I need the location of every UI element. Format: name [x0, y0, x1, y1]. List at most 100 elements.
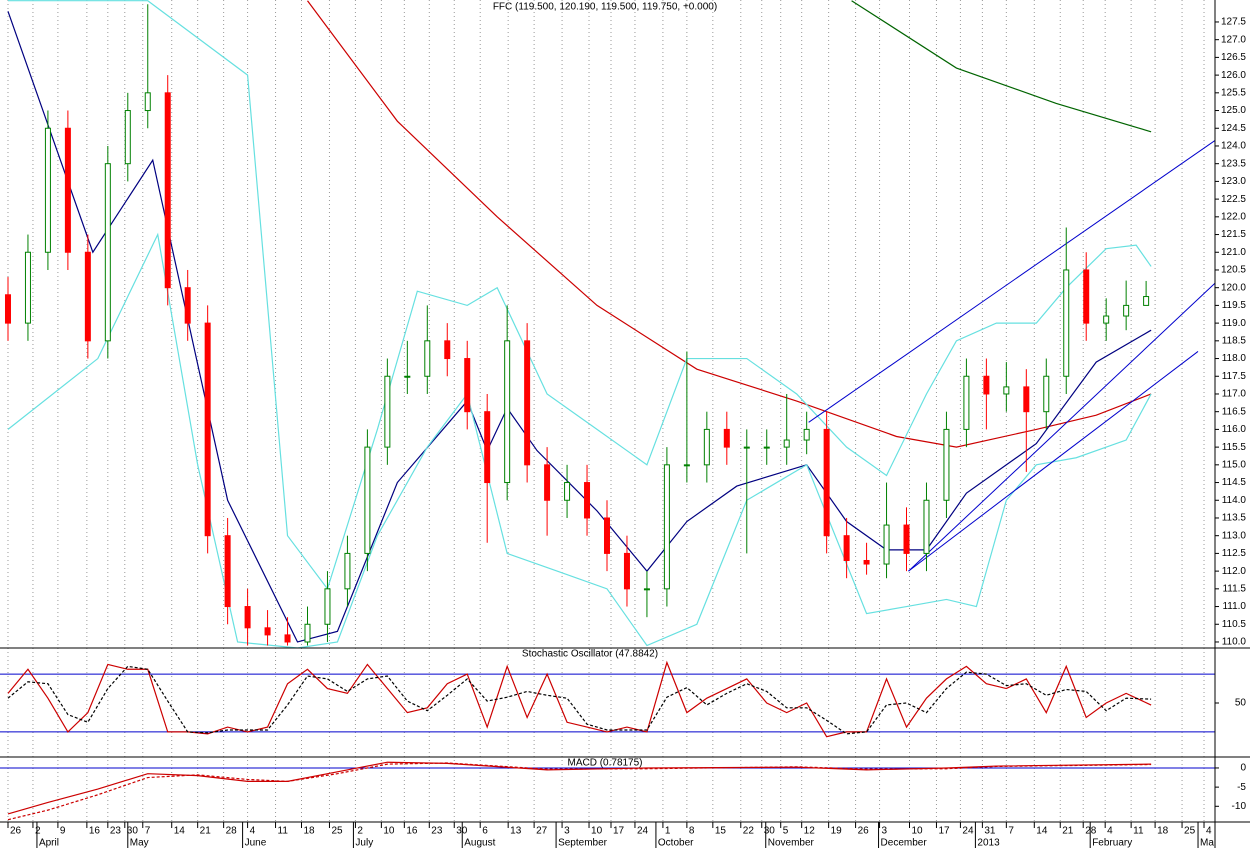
- month-label: May: [130, 838, 149, 848]
- x-tick-label: 7: [145, 826, 151, 837]
- y-tick-label: 127.0: [1221, 34, 1246, 45]
- price-panel: [4, 0, 1215, 648]
- candle-body: [44, 127, 51, 253]
- x-tick-label: 28: [226, 826, 238, 837]
- candle-body: [584, 482, 591, 519]
- y-tick-label: -10: [1232, 801, 1247, 812]
- line: [7, 762, 1152, 821]
- month-label: June: [245, 838, 267, 848]
- y-tick-label: 50: [1235, 698, 1247, 709]
- candle-body: [604, 517, 611, 554]
- y-tick-label: 110.0: [1222, 637, 1247, 648]
- candle-body: [384, 375, 391, 448]
- candle-body: [803, 428, 810, 441]
- candle-body: [324, 588, 331, 625]
- y-tick-label: 120.0: [1221, 282, 1246, 293]
- candle-body: [264, 627, 271, 636]
- candle-body: [1043, 375, 1050, 413]
- line: [7, 761, 1152, 815]
- month-label: July: [355, 838, 373, 848]
- y-tick-label: 113.5: [1222, 513, 1247, 524]
- x-tick-label: 22: [743, 826, 755, 837]
- y-tick-label: 125.5: [1221, 87, 1246, 98]
- macd-panel: [0, 761, 1215, 821]
- x-tick-label: 26: [858, 826, 870, 837]
- grid: [7, 0, 1205, 822]
- candle-body: [124, 110, 131, 165]
- x-tick-label: 14: [174, 826, 186, 837]
- y-tick-label: 124.5: [1221, 123, 1246, 134]
- candle-body: [544, 464, 551, 501]
- x-tick-label: 23: [110, 826, 122, 837]
- y-tick-label: 127.5: [1221, 17, 1246, 28]
- candle-body: [524, 340, 531, 466]
- x-tick-label: 15: [715, 826, 727, 837]
- y-tick-label: 111.0: [1222, 601, 1246, 612]
- candle-body: [144, 92, 151, 112]
- x-tick-label: 12: [804, 826, 816, 837]
- line: [851, 0, 1152, 133]
- x-tick-label: 27: [536, 826, 548, 837]
- x-tick-label: 10: [383, 826, 395, 837]
- x-tick-label: 1: [665, 826, 671, 837]
- candle-body: [1023, 386, 1030, 413]
- y-tick-label: 125.0: [1221, 105, 1246, 116]
- x-tick-label: 6: [482, 826, 488, 837]
- x-tick-label: 28: [1085, 826, 1097, 837]
- x-tick-label: 17: [938, 826, 950, 837]
- y-tick-label: 114.5: [1222, 477, 1247, 488]
- month-label: December: [881, 838, 928, 848]
- month-label: April: [39, 838, 59, 848]
- y-tick-label: 126.5: [1221, 52, 1246, 63]
- candle-body: [224, 535, 231, 608]
- y-tick-label: 113.0: [1222, 530, 1247, 541]
- candle-body: [184, 287, 191, 324]
- line: [307, 0, 1152, 448]
- candle-body: [883, 524, 890, 565]
- candle-body: [1083, 269, 1090, 324]
- candle-body: [1103, 315, 1110, 324]
- x-tick-label: 11: [278, 826, 289, 837]
- x-tick-label: 4: [1206, 826, 1212, 837]
- y-tick-label: 116.0: [1222, 424, 1247, 435]
- candle-body: [404, 375, 411, 378]
- candle-body: [843, 535, 850, 561]
- y-tick-label: 110.5: [1222, 619, 1247, 630]
- y-tick-label: 115.5: [1222, 442, 1247, 453]
- x-tick-label: 26: [10, 826, 22, 837]
- x-tick-label: 10: [591, 826, 603, 837]
- y-tick-label: 117.0: [1222, 389, 1247, 400]
- month-label: Ma: [1200, 838, 1214, 848]
- candle-body: [284, 634, 291, 643]
- y-tick-label: -5: [1237, 782, 1246, 793]
- candle-body: [424, 340, 431, 377]
- y-tick-label: 124.0: [1221, 141, 1246, 152]
- x-tick-label: 8: [689, 826, 695, 837]
- x-tick-label: 24: [962, 826, 974, 837]
- trendline: [908, 351, 1199, 572]
- line: [7, 665, 1152, 735]
- candle-body: [963, 375, 970, 430]
- candle-body: [1123, 304, 1130, 317]
- y-tick-label: 122.5: [1221, 194, 1246, 205]
- candle-body: [344, 552, 351, 590]
- candle-body: [763, 446, 770, 449]
- month-label: September: [558, 838, 608, 848]
- candle-body: [64, 127, 71, 253]
- candle-body: [164, 92, 171, 289]
- y-tick-label: 117.5: [1222, 371, 1247, 382]
- y-tick-label: 121.5: [1221, 229, 1246, 240]
- candle-body: [643, 588, 650, 591]
- x-tick-label: 13: [510, 826, 522, 837]
- y-tick-label: 123.0: [1221, 176, 1246, 187]
- x-tick-label: 5: [783, 826, 789, 837]
- month-label: August: [464, 838, 495, 848]
- x-tick-label: 25: [331, 826, 343, 837]
- x-tick-label: 30: [127, 826, 139, 837]
- candle-body: [104, 163, 111, 342]
- x-tick-label: 9: [60, 826, 66, 837]
- x-tick-label: 25: [1184, 826, 1196, 837]
- candle-body: [84, 251, 91, 342]
